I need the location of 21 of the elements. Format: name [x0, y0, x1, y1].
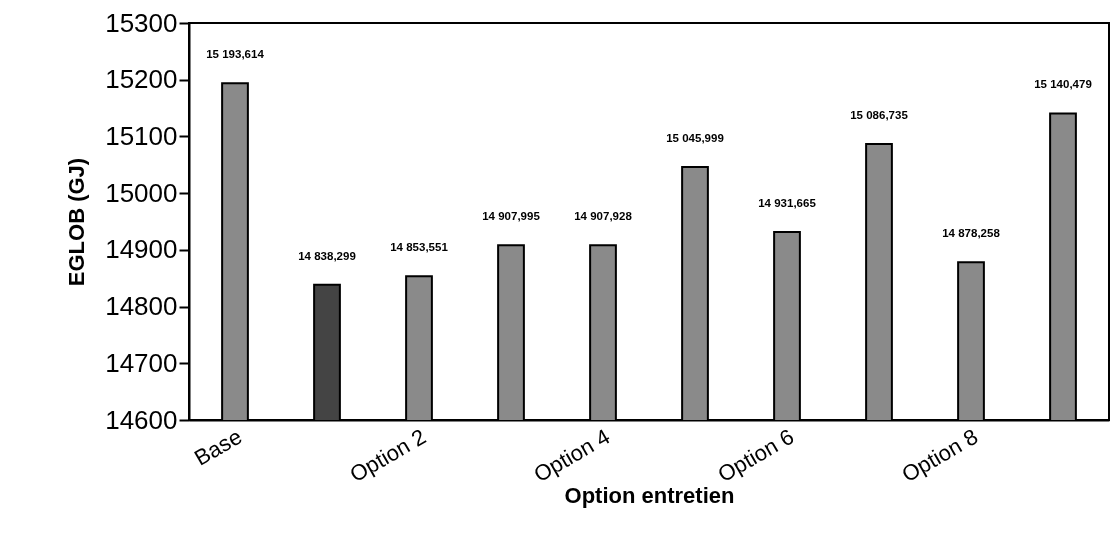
data-label: 14 907,928 [574, 210, 633, 223]
y-tick-label: 14700 [105, 347, 178, 378]
data-label: 15 193,614 [206, 48, 265, 61]
y-axis-title: EGLOB (GJ) [64, 157, 90, 287]
y-tick-label: 14900 [105, 234, 178, 265]
y-tick-label: 15200 [105, 64, 178, 95]
data-label: 14 931,665 [758, 196, 817, 209]
y-tick-label: 15100 [105, 120, 178, 151]
data-label: 14 853,551 [390, 241, 449, 254]
x-axis-title: Option entretien [564, 483, 735, 509]
y-tick-label: 15000 [105, 177, 178, 208]
data-label: 14 907,995 [482, 210, 541, 223]
y-tick-label: 14600 [105, 404, 178, 435]
y-tick-label: 15300 [105, 7, 178, 38]
y-tick-label: 14800 [105, 291, 178, 322]
data-label: 14 878,258 [942, 227, 1001, 240]
data-label: 15 045,999 [666, 132, 724, 145]
data-label: 14 838,299 [298, 249, 356, 262]
data-label: 15 086,735 [850, 108, 909, 121]
x-tick-label: Base [190, 423, 246, 471]
data-label: 15 140,479 [1034, 78, 1092, 91]
